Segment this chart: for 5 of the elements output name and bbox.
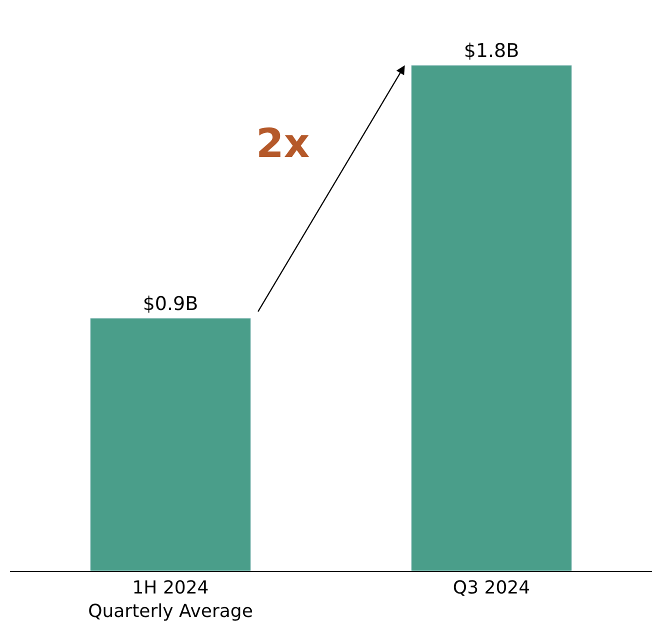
data-label: $0.9B [142,293,198,316]
data-label: $1.8B [464,40,520,62]
annotation: 2x [256,121,310,167]
x-tick-label: Q3 2024 [452,578,530,599]
x-tick-label: 1H 2024 Quarterly Average [88,578,253,622]
